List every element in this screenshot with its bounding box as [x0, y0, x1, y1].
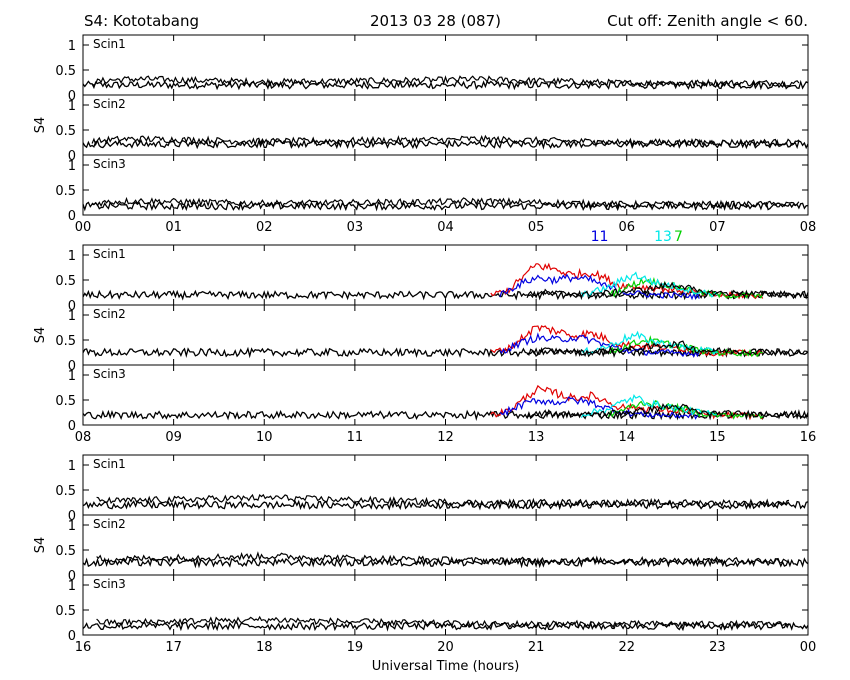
y-tick-label: 1	[68, 39, 76, 54]
y-tick-label: 1	[68, 579, 76, 594]
y-tick-label: 1	[68, 159, 76, 174]
y-tick-label: 0.5	[55, 604, 76, 619]
series-line	[96, 615, 790, 629]
series-line	[96, 551, 790, 566]
y-axis-label: S4	[33, 327, 48, 344]
x-tick-label: 07	[709, 220, 726, 235]
x-tick-label: 11	[347, 430, 364, 445]
y-tick-label: 0.5	[55, 274, 76, 289]
prn-label: 11	[591, 229, 609, 245]
series-line	[96, 493, 790, 508]
x-tick-label: 02	[256, 220, 273, 235]
x-tick-label: 03	[347, 220, 364, 235]
channel-label: Scin1	[93, 247, 126, 261]
channel-label: Scin1	[93, 37, 126, 51]
x-tick-label: 06	[618, 220, 635, 235]
channel-label: Scin1	[93, 457, 126, 471]
x-tick-label: 05	[528, 220, 545, 235]
y-axis-label: S4	[33, 117, 48, 134]
series-line	[82, 346, 809, 359]
panel-frame	[82, 244, 809, 306]
y-tick-label: 1	[68, 99, 76, 114]
y-tick-label: 0	[68, 149, 76, 164]
x-tick-label: 17	[165, 640, 182, 655]
x-tick-label: 21	[528, 640, 545, 655]
series-line	[490, 325, 764, 358]
y-tick-label: 0	[68, 419, 76, 434]
series-line	[499, 332, 700, 358]
series-line	[526, 340, 809, 357]
x-tick-label: 00	[800, 640, 817, 655]
x-tick-label: 16	[75, 640, 92, 655]
y-tick-label: 0.5	[55, 334, 76, 349]
panel-frame	[82, 94, 809, 156]
station-title: S4: Kototabang	[84, 12, 200, 30]
x-tick-label: 16	[800, 430, 817, 445]
cutoff-title: Cut off: Zenith angle < 60.	[607, 12, 808, 30]
y-tick-label: 0	[68, 299, 76, 314]
y-tick-label: 0.5	[55, 544, 76, 559]
series-line	[91, 134, 800, 148]
x-tick-label: 08	[75, 430, 92, 445]
x-tick-label: 01	[165, 220, 182, 235]
series-line	[580, 271, 718, 298]
y-tick-label: 0	[68, 629, 76, 644]
channel-label: Scin2	[93, 517, 126, 531]
y-tick-label: 0.5	[55, 124, 76, 139]
x-tick-label: 12	[437, 430, 454, 445]
x-tick-label: 13	[528, 430, 545, 445]
x-tick-label: 22	[618, 640, 635, 655]
y-tick-label: 0.5	[55, 64, 76, 79]
x-tick-label: 18	[256, 640, 273, 655]
series-line	[82, 200, 809, 212]
y-tick-label: 1	[68, 459, 76, 474]
channel-label: Scin3	[93, 577, 126, 591]
series-line	[82, 289, 809, 301]
prn-label: 13	[654, 229, 672, 245]
x-tick-label: 23	[709, 640, 726, 655]
y-tick-label: 0.5	[55, 394, 76, 409]
channel-label: Scin3	[93, 157, 126, 171]
series-line	[82, 79, 809, 91]
series-line	[82, 499, 809, 511]
y-tick-label: 1	[68, 519, 76, 534]
x-axis-label: Universal Time (hours)	[372, 659, 520, 674]
x-tick-label: 00	[75, 220, 92, 235]
x-tick-label: 10	[256, 430, 273, 445]
series-line	[499, 396, 700, 420]
y-tick-label: 0.5	[55, 484, 76, 499]
channel-label: Scin3	[93, 367, 126, 381]
y-tick-label: 0	[68, 509, 76, 524]
y-tick-label: 0	[68, 569, 76, 584]
x-tick-label: 04	[437, 220, 454, 235]
channel-label: Scin2	[93, 307, 126, 321]
series-line	[526, 402, 809, 420]
x-tick-label: 15	[709, 430, 726, 445]
series-line	[91, 196, 800, 210]
x-tick-label: 20	[437, 640, 454, 655]
y-tick-label: 0	[68, 209, 76, 224]
x-tick-label: 09	[165, 430, 182, 445]
x-tick-label: 08	[800, 220, 817, 235]
series-line	[499, 273, 700, 301]
x-tick-label: 14	[618, 430, 635, 445]
series-line	[608, 399, 764, 420]
series-line	[91, 75, 800, 88]
series-line	[526, 281, 809, 299]
series-line	[82, 556, 809, 569]
date-title: 2013 03 28 (087)	[370, 12, 501, 30]
y-tick-label: 0	[68, 359, 76, 374]
prn-label: 7	[674, 229, 683, 245]
y-tick-label: 0.5	[55, 184, 76, 199]
channel-label: Scin2	[93, 97, 126, 111]
panel-frame	[82, 514, 809, 576]
x-tick-label: 19	[347, 640, 364, 655]
y-tick-label: 1	[68, 309, 76, 324]
y-tick-label: 1	[68, 249, 76, 264]
y-axis-label: S4	[33, 537, 48, 554]
y-tick-label: 0	[68, 89, 76, 104]
y-tick-label: 1	[68, 369, 76, 384]
